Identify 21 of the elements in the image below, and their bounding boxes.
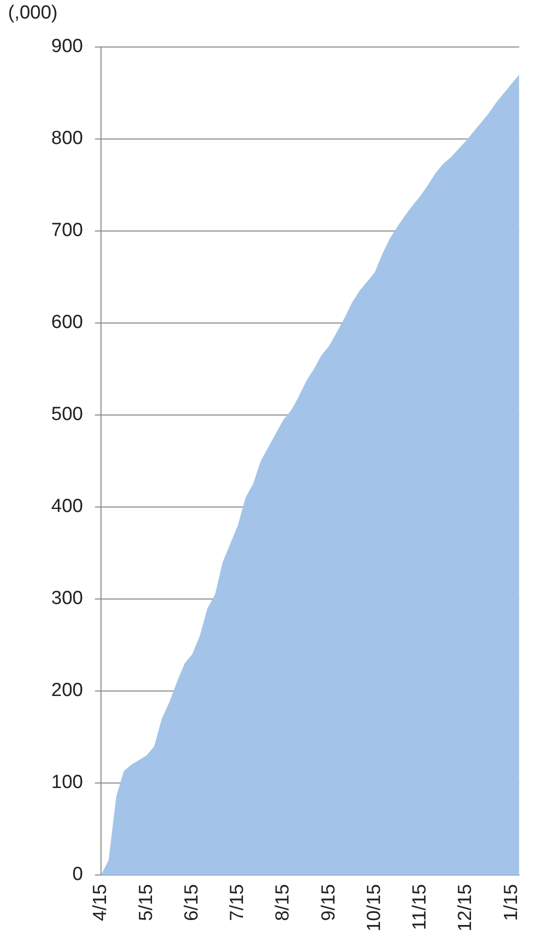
x-tick-label: 1/15 xyxy=(500,884,522,921)
y-tick-label: 900 xyxy=(51,36,83,58)
y-tick-label: 200 xyxy=(51,680,83,702)
y-tick-label: 400 xyxy=(51,496,83,518)
x-tick-label: 11/15 xyxy=(410,884,431,930)
x-tick-label: 4/15 xyxy=(90,884,112,921)
y-tick-label: 0 xyxy=(72,864,83,886)
x-tick-label: 8/15 xyxy=(272,884,294,921)
y-tick-label: 800 xyxy=(51,128,83,150)
y-axis-title: (,000) xyxy=(8,2,58,24)
x-tick-label: 5/15 xyxy=(136,884,157,921)
x-tick-label: 10/15 xyxy=(364,884,385,932)
y-tick-label: 100 xyxy=(51,772,83,794)
x-tick-label: 6/15 xyxy=(181,884,202,921)
x-tick-label: 9/15 xyxy=(318,884,340,921)
y-tick-label: 500 xyxy=(51,404,83,426)
y-tick-label: 700 xyxy=(51,220,83,242)
x-tick-label: 12/15 xyxy=(455,884,476,932)
x-tick-label: 7/15 xyxy=(227,884,248,921)
y-tick-label: 300 xyxy=(51,588,83,610)
y-tick-label: 600 xyxy=(51,312,83,334)
